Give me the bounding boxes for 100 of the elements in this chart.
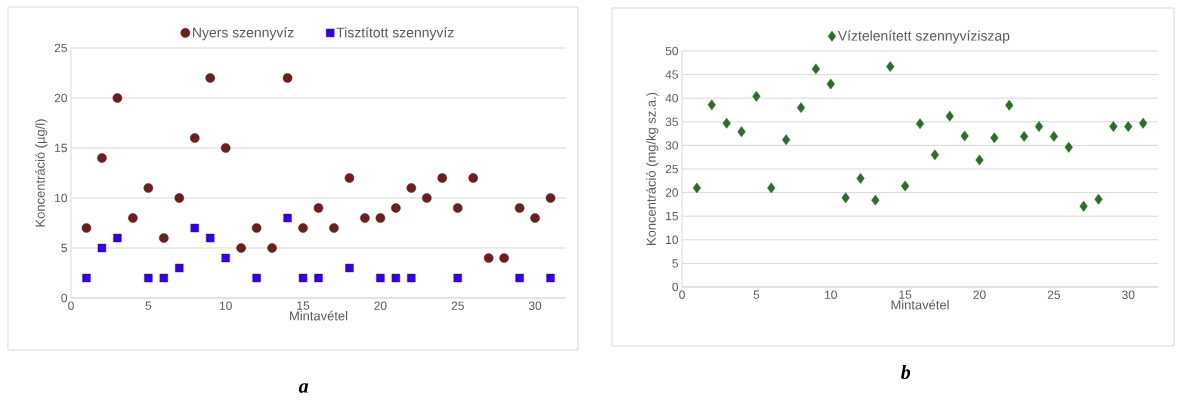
point (767, 182, 776, 194)
point (422, 193, 432, 203)
point (468, 173, 478, 183)
y-tick-label: 5 (672, 259, 678, 268)
point (514, 203, 525, 213)
point (707, 99, 716, 111)
point (1139, 117, 1148, 129)
point (796, 102, 806, 114)
point (205, 73, 216, 83)
x-tick-label: 0 (68, 301, 74, 310)
x-axis-title: Mintavétel (290, 310, 348, 321)
point (282, 73, 293, 83)
point (159, 233, 169, 243)
y-axis-title: Koncentráció (mg/kg sz.a.) (646, 92, 659, 245)
legend-label: Víztelenített szennyvíziszap (837, 30, 1010, 44)
point (81, 223, 92, 233)
point (826, 78, 835, 90)
point (112, 93, 123, 103)
point (499, 253, 509, 263)
point (737, 126, 746, 138)
point (97, 153, 107, 163)
point (406, 183, 417, 193)
x-axis-title: Mintavétel (891, 299, 949, 310)
legend-label: Nyers szennyvíz (193, 27, 294, 41)
point (530, 213, 540, 223)
point (345, 263, 354, 273)
point (220, 143, 231, 153)
point (930, 149, 939, 161)
point (453, 273, 462, 283)
point (236, 243, 246, 253)
point (1005, 99, 1014, 111)
point (871, 194, 880, 206)
point (252, 273, 261, 283)
point (97, 243, 107, 253)
point (975, 154, 984, 166)
y-tick-label: 0 (672, 282, 679, 292)
point (545, 193, 556, 203)
point (313, 203, 324, 213)
point (1094, 193, 1103, 205)
point (251, 223, 262, 233)
y-tick-label: 25 (665, 164, 678, 174)
point (782, 134, 791, 146)
y-tick-label: 10 (666, 235, 679, 245)
point (901, 180, 910, 192)
x-tick-label: 5 (145, 301, 152, 310)
point (375, 213, 386, 223)
point (841, 192, 850, 204)
point (811, 63, 820, 75)
y-tick-label: 10 (55, 193, 68, 203)
x-tick-label: 15 (297, 301, 310, 310)
point (960, 130, 969, 142)
y-tick-label: 15 (666, 212, 678, 221)
point (360, 213, 370, 223)
point (298, 223, 308, 233)
y-tick-label: 30 (665, 141, 679, 150)
point (692, 182, 701, 194)
point (143, 183, 154, 193)
point (1049, 131, 1058, 142)
x-tick-label: 20 (973, 290, 986, 299)
point (344, 173, 355, 183)
point (175, 263, 184, 273)
x-tick-label: 30 (1122, 290, 1135, 299)
point (189, 133, 200, 143)
y-axis-title: Koncentráció (µg/l) (35, 119, 48, 227)
point (113, 233, 122, 243)
point (206, 233, 215, 243)
y-tick-label: 5 (61, 243, 67, 253)
point (144, 273, 153, 283)
point (945, 110, 954, 122)
y-tick-label: 40 (665, 93, 679, 103)
x-tick-label: 5 (753, 290, 760, 299)
y-tick-label: 25 (54, 43, 67, 53)
y-tick-label: 45 (665, 70, 678, 79)
point (752, 90, 761, 102)
y-tick-label: 50 (665, 46, 679, 56)
point (298, 273, 308, 283)
point (483, 253, 494, 263)
y-tick-label: 15 (55, 143, 67, 153)
point (546, 273, 555, 283)
point (128, 213, 138, 223)
point (376, 273, 385, 283)
point (856, 173, 865, 184)
point (452, 203, 463, 213)
point (221, 253, 230, 263)
point (283, 213, 292, 223)
x-tick-label: 25 (451, 301, 464, 310)
text: b (901, 364, 911, 379)
x-tick-label: 30 (528, 301, 542, 310)
point (82, 273, 91, 283)
point (722, 117, 731, 129)
point (1124, 121, 1133, 132)
point (391, 203, 401, 213)
x-tick-label: 0 (679, 290, 685, 299)
text: a (298, 383, 309, 393)
point (1079, 200, 1088, 212)
point (314, 273, 323, 283)
x-tick-label: 20 (374, 301, 387, 310)
point (990, 132, 999, 144)
y-tick-label: 20 (665, 188, 679, 197)
point (1020, 131, 1029, 142)
